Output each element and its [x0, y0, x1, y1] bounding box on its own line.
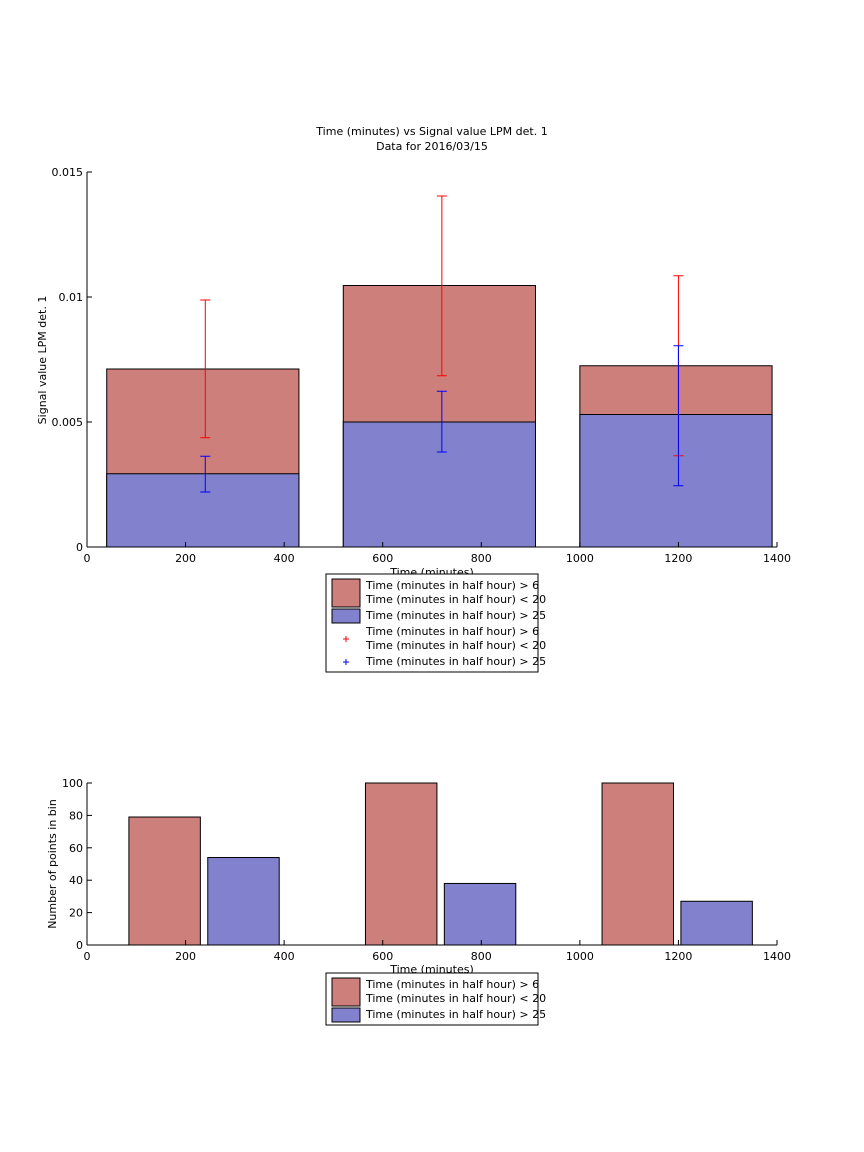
blue-bar [579, 414, 773, 548]
blue-bar [207, 857, 280, 946]
x-tick-label: 1400 [763, 552, 791, 565]
x-tick-label: 200 [175, 552, 196, 565]
x-tick-label: 800 [471, 552, 492, 565]
x-tick-label: 1200 [664, 950, 692, 963]
legend-label: Time (minutes in half hour) > 25 [365, 1008, 546, 1021]
y-axis-label: Signal value LPM det. 1 [36, 296, 49, 425]
legend-label: Time (minutes in half hour) < 20 [365, 992, 546, 1005]
x-tick-label: 0 [84, 552, 91, 565]
legend-swatch [331, 578, 361, 608]
y-tick-label: 0.015 [52, 166, 84, 179]
y-tick-label: 80 [69, 809, 83, 822]
signal-chart: Time (minutes) vs Signal value LPM det. … [36, 125, 792, 673]
blue-bar [443, 882, 517, 946]
blue-bar [342, 421, 536, 548]
plot-area: 0 200 400 600 800 1000 1200 1400 0 0.005 0.01 0.015 [52, 166, 792, 565]
legend-swatch [331, 1007, 361, 1023]
y-tick-label: 40 [69, 874, 83, 887]
x-tick-label: 600 [372, 552, 393, 565]
chart-subtitle: Data for 2016/03/15 [376, 140, 488, 153]
y-axis-label: Number of points in bin [46, 799, 59, 929]
blue-bar [106, 473, 300, 548]
x-tick-label: 0 [84, 950, 91, 963]
legend-label: Time (minutes in half hour) < 20 [365, 639, 546, 652]
x-tick-label: 400 [274, 552, 295, 565]
blue-bar [680, 900, 753, 946]
legend-box [325, 972, 539, 1026]
y-tick-label: 0.01 [59, 291, 84, 304]
legend-swatch [331, 608, 361, 624]
legend-label: Time (minutes in half hour) > 6 [365, 978, 539, 991]
red-bar [601, 782, 674, 946]
y-tick-label: 0.005 [52, 416, 84, 429]
x-tick-label: 600 [372, 950, 393, 963]
x-tick-label: 800 [471, 950, 492, 963]
x-tick-label: 400 [274, 950, 295, 963]
y-tick-label: 100 [62, 777, 83, 790]
y-tick-label: 20 [69, 907, 83, 920]
red-bar [128, 816, 201, 946]
x-tick-label: 1000 [566, 950, 594, 963]
legend-label: Time (minutes in half hour) > 6 [365, 579, 539, 592]
x-tick-label: 200 [175, 950, 196, 963]
x-tick-label: 1000 [566, 552, 594, 565]
chart-title: Time (minutes) vs Signal value LPM det. … [315, 125, 547, 138]
legend-label: Time (minutes in half hour) < 20 [365, 593, 546, 606]
legend-label: Time (minutes in half hour) > 6 [365, 625, 539, 638]
legend-swatch [331, 977, 361, 1007]
count-chart: 0 200 400 600 800 1000 1200 1400 0 20 40 60 80 100 Ti… [46, 777, 791, 1026]
y-tick-label: 0 [76, 939, 83, 952]
plot-area: 0 200 400 600 800 1000 1200 1400 0 20 40 60 80 100 [62, 777, 791, 963]
legend-label: Time (minutes in half hour) > 25 [365, 609, 546, 622]
y-tick-label: 60 [69, 842, 83, 855]
y-tick-label: 0 [76, 541, 83, 554]
x-tick-label: 1400 [763, 950, 791, 963]
x-tick-label: 1200 [664, 552, 692, 565]
legend-box [325, 573, 539, 673]
red-bar [364, 782, 438, 946]
legend-label: Time (minutes in half hour) > 25 [365, 655, 546, 668]
